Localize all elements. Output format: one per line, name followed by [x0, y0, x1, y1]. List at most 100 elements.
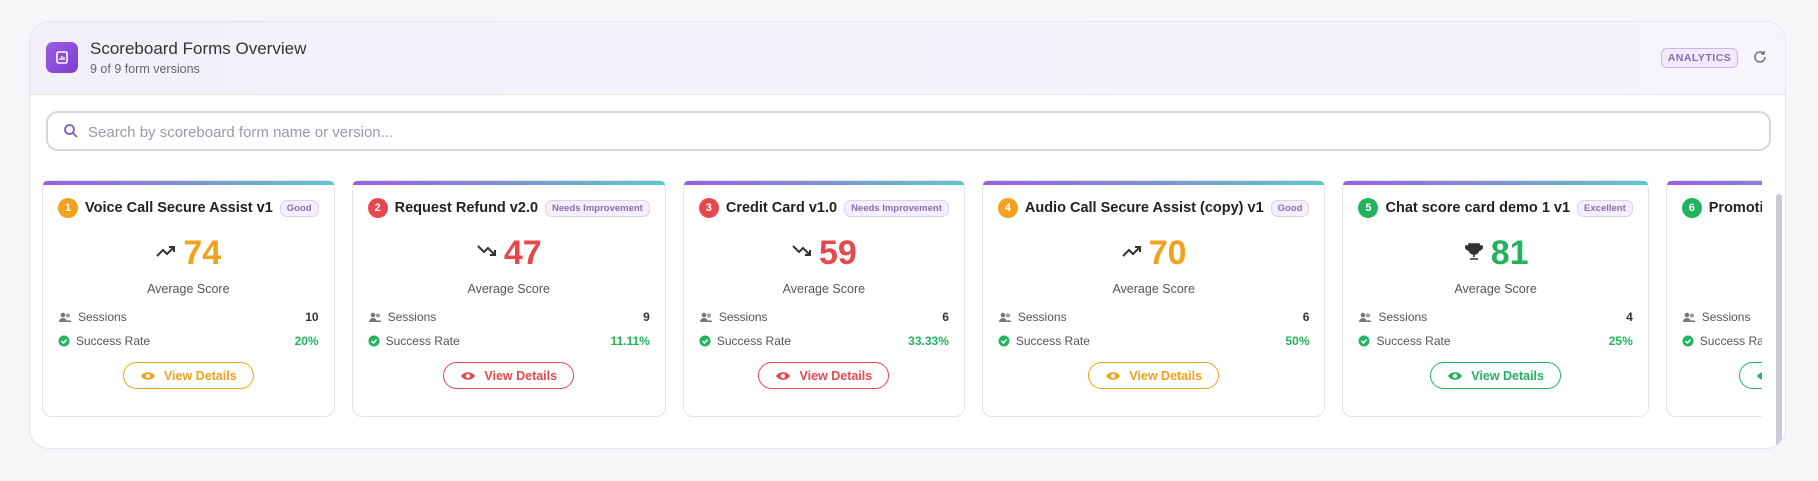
search-box[interactable]: Search by scoreboard form name or versio… — [46, 111, 1771, 151]
card-list: 1 Voice Call Secure Assist v1 Good 74 Averag… — [42, 180, 1762, 420]
card-name: Request Refund v2.0 — [394, 200, 539, 216]
score: 59 — [818, 233, 857, 272]
card-name: Credit Card v1.0 — [725, 200, 838, 216]
icon — [1106, 371, 1121, 380]
status-badge: Needs Improvement — [545, 199, 650, 217]
score-row: 70 — [998, 233, 1310, 273]
view-details-label: View Details — [1129, 368, 1203, 383]
icon — [140, 371, 155, 380]
form-card: 3 Credit Card v1.0 Needs Improvement 59 Aver… — [682, 180, 965, 417]
search-placeholder: Search by scoreboard form name or versio… — [88, 124, 394, 141]
card-accent — [352, 181, 665, 185]
card-accent — [982, 181, 1325, 185]
icon — [776, 371, 791, 380]
success-label: Success Rate — [1015, 334, 1090, 348]
score-row: 74 — [58, 233, 319, 273]
icon — [998, 335, 1010, 347]
success-value: 11.11% — [610, 334, 650, 348]
average-label: Average Score — [467, 282, 550, 296]
sessions-row: Sessions 10 — [58, 310, 319, 324]
view-details-label: View Details — [163, 368, 237, 383]
card-name: Promotion Score — [1708, 200, 1762, 216]
rank: 6 — [1681, 198, 1702, 218]
average-label: Average Score — [1682, 282, 1762, 296]
icon — [1358, 335, 1370, 347]
view-details-button[interactable]: View Details — [122, 362, 254, 389]
score: 70 — [1148, 233, 1187, 272]
sessions-label: Sessions — [1701, 310, 1751, 324]
icon — [1682, 312, 1696, 322]
success-value: 50% — [1285, 334, 1310, 348]
icon — [998, 312, 1012, 322]
success-row: Success Rate 50% — [998, 334, 1310, 348]
card-header: 1 Voice Call Secure Assist v1 Good — [58, 197, 319, 219]
card-header: 3 Credit Card v1.0 Needs Improvement — [698, 197, 949, 219]
sessions-label: Sessions — [387, 310, 437, 324]
card-name: Audio Call Secure Assist (copy) v1 — [1024, 200, 1264, 216]
score-row: 59 — [699, 233, 949, 273]
success-value: 33.33% — [908, 334, 949, 348]
view-details-button[interactable]: View Details — [1430, 362, 1561, 389]
average-label: Average Score — [1112, 282, 1195, 296]
icon — [368, 312, 382, 322]
sessions-row: Sessions 9 — [368, 310, 650, 324]
card-header: 2 Request Refund v2.0 Needs Improvement — [367, 197, 650, 219]
score-row: 47 — [368, 233, 650, 273]
score-row: 8 — [1682, 233, 1762, 273]
sessions-row: Sessions — [1682, 310, 1762, 324]
form-card: 5 Chat score card demo 1 v1 Excellent 81 Ave… — [1342, 180, 1649, 417]
icon — [368, 335, 380, 347]
view-details-button[interactable]: View Details — [758, 362, 890, 389]
score: 47 — [503, 233, 542, 272]
icon — [461, 371, 476, 380]
view-details-button[interactable]: View Details — [1088, 362, 1220, 389]
refresh-button[interactable] — [1752, 49, 1768, 65]
score: 81 — [1490, 233, 1529, 272]
sessions-label: Sessions — [1017, 310, 1067, 324]
icon — [1464, 242, 1483, 260]
trend-icon — [476, 241, 498, 266]
trend-icon — [1463, 241, 1485, 266]
status-badge: Good — [279, 199, 319, 217]
form-card: 2 Request Refund v2.0 Needs Improvement 47 A… — [351, 180, 666, 417]
vertical-scrollbar[interactable] — [1776, 194, 1782, 448]
score: 74 — [183, 233, 222, 272]
sessions-row: Sessions 4 — [1358, 310, 1633, 324]
rank: 1 — [58, 198, 78, 218]
icon — [699, 312, 713, 322]
view-details-button[interactable]: View Details — [443, 362, 575, 389]
view-details-label: View Details — [799, 368, 873, 383]
sessions-value: 9 — [643, 310, 650, 324]
trend-icon — [155, 241, 177, 266]
view-details-button[interactable]: View Details — [1739, 362, 1762, 389]
status-badge: Needs Improvement — [844, 199, 949, 217]
average-label: Average Score — [1454, 282, 1537, 296]
card-accent — [1666, 181, 1762, 185]
header-icon — [46, 42, 78, 73]
search-icon — [64, 124, 78, 138]
card-name: Voice Call Secure Assist v1 — [85, 200, 273, 216]
icon — [156, 245, 176, 257]
sessions-value: 6 — [1302, 310, 1310, 324]
icon — [699, 335, 711, 347]
success-row: Success Rate 20% — [58, 334, 319, 348]
success-label: Success Rate — [385, 334, 460, 348]
view-details-label: View Details — [1471, 368, 1544, 383]
title: Scoreboard Forms Overview — [90, 39, 307, 58]
sessions-label: Sessions — [78, 310, 127, 324]
form-card: 4 Audio Call Secure Assist (copy) v1 Good 7… — [981, 180, 1326, 417]
card-accent — [1343, 181, 1648, 185]
form-card: 1 Voice Call Secure Assist v1 Good 74 Averag… — [42, 180, 335, 417]
status-badge: Excellent — [1577, 199, 1633, 217]
card-header: 6 Promotion Score — [1681, 197, 1762, 219]
icon — [1359, 312, 1372, 322]
card-header: 4 Audio Call Secure Assist (copy) v1 Good — [997, 197, 1310, 219]
sessions-label: Sessions — [718, 310, 768, 324]
card-accent — [43, 181, 334, 185]
card-name: Chat score card demo 1 v1 — [1385, 200, 1571, 216]
rank: 3 — [698, 198, 719, 218]
icon — [58, 335, 70, 347]
success-label: Success Rate — [1699, 334, 1762, 348]
subtitle: 9 of 9 form versions — [90, 62, 200, 76]
